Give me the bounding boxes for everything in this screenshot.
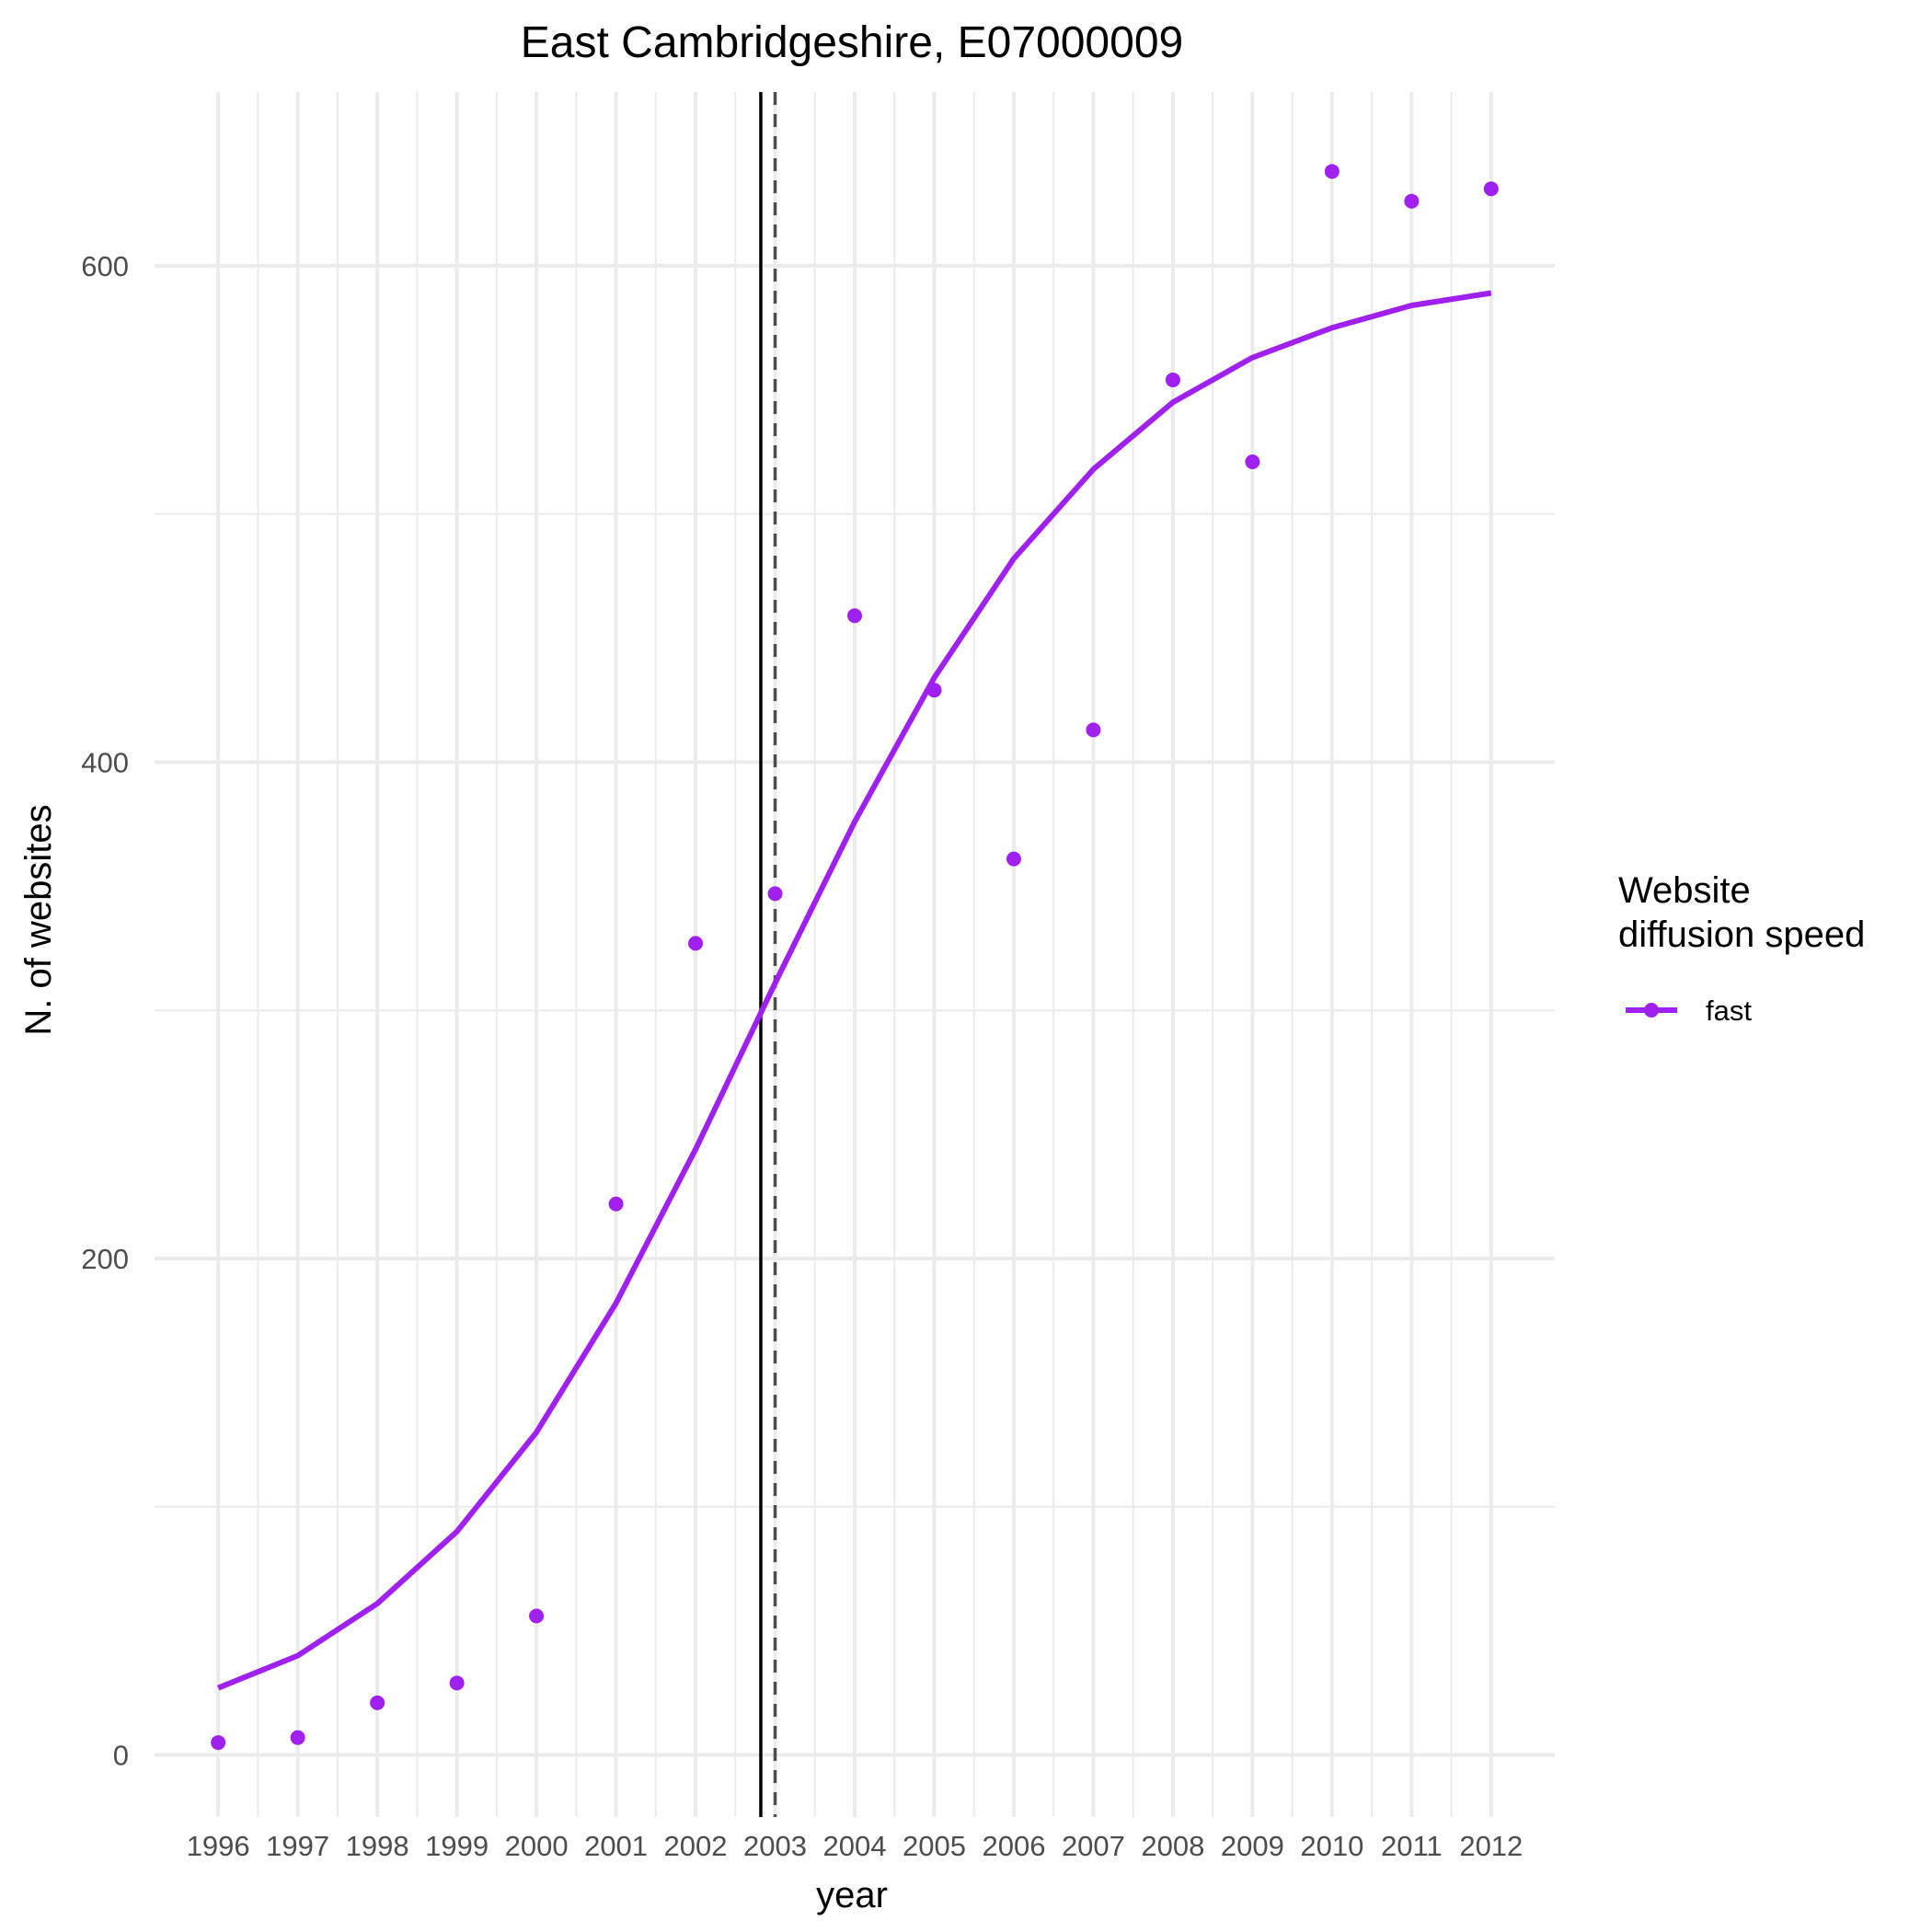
x-tick-label: 2008 (1141, 1830, 1204, 1862)
legend: Website diffusion speed fast (1618, 870, 1865, 1027)
data-point (847, 608, 862, 624)
data-point (926, 683, 942, 698)
x-tick-label: 2003 (743, 1830, 807, 1862)
x-tick-label: 2001 (584, 1830, 648, 1862)
y-tick-labels: 0 200 400 600 (81, 250, 129, 1772)
x-tick-label: 2010 (1300, 1830, 1363, 1862)
x-tick-label: 2002 (664, 1830, 728, 1862)
x-tick-label: 2009 (1221, 1830, 1284, 1862)
x-tick-label: 1998 (346, 1830, 409, 1862)
data-point (767, 886, 783, 902)
data-point (1086, 722, 1101, 738)
data-point (1165, 372, 1180, 387)
y-tick-label: 200 (81, 1243, 129, 1275)
data-point (529, 1608, 545, 1624)
y-tick-label: 400 (81, 746, 129, 778)
legend-label-fast: fast (1706, 995, 1752, 1027)
x-tick-labels: 1996 1997 1998 1999 2000 2001 2002 2003 2004 2005… (187, 1830, 1524, 1862)
x-axis-title: year (816, 1875, 888, 1915)
grid (155, 92, 1555, 1817)
fitted-line-fast (217, 290, 1492, 1691)
x-tick-label: 1997 (266, 1830, 329, 1862)
data-point (290, 1730, 305, 1745)
legend-title-line-2: diffusion speed (1618, 914, 1865, 955)
x-tick-label: 1999 (425, 1830, 489, 1862)
x-tick-label: 2007 (1062, 1830, 1125, 1862)
y-axis-title: N. of websites (18, 804, 59, 1035)
series (211, 164, 1499, 1751)
data-point (1245, 454, 1260, 469)
x-tick-label: 2006 (982, 1830, 1045, 1862)
x-tick-label: 2012 (1459, 1830, 1523, 1862)
data-point (608, 1196, 624, 1212)
legend-key-point (1644, 1003, 1659, 1018)
data-point (370, 1695, 385, 1710)
chart-title: East Cambridgeshire, E07000009 (521, 18, 1183, 67)
x-tick-label: 2004 (823, 1830, 887, 1862)
y-tick-label: 0 (113, 1740, 129, 1772)
data-point (449, 1675, 465, 1691)
legend-title-line-1: Website (1618, 870, 1751, 911)
y-tick-label: 600 (81, 250, 129, 282)
data-point (211, 1735, 226, 1751)
reference-lines (759, 92, 777, 1817)
data-point (688, 936, 704, 951)
data-point (1483, 181, 1499, 197)
data-point (1324, 164, 1340, 179)
x-tick-label: 2005 (903, 1830, 966, 1862)
data-point (1006, 851, 1021, 867)
data-point (1404, 193, 1420, 209)
x-tick-label: 2011 (1381, 1830, 1443, 1862)
x-tick-label: 2000 (505, 1830, 569, 1862)
x-tick-label: 1996 (187, 1830, 250, 1862)
